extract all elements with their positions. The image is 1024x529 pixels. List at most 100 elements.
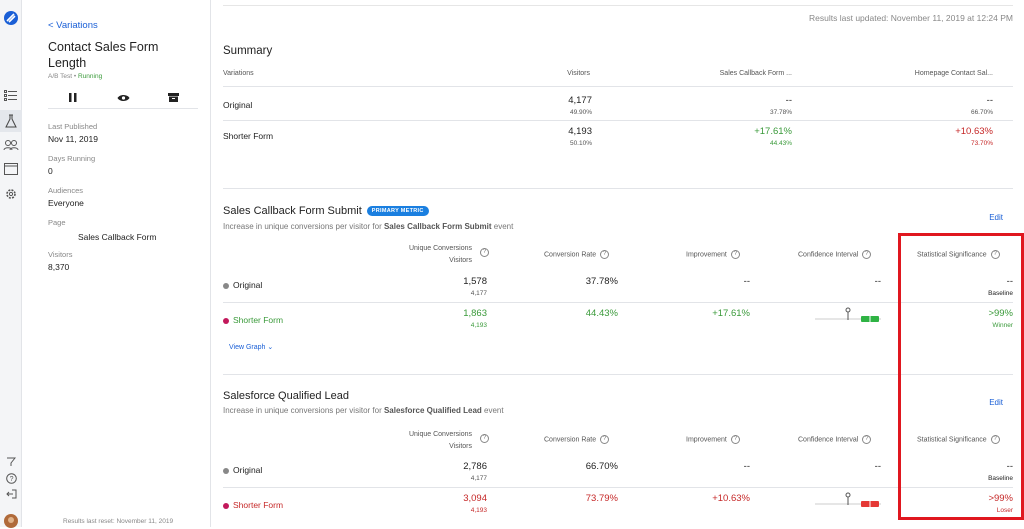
metric2-visitors: 4,177 (470, 475, 487, 482)
divider (223, 5, 1013, 6)
metric1-col-improvement: Improvement? (686, 250, 740, 259)
desc-prefix: Increase in unique conversions per visit… (223, 222, 384, 231)
help-icon[interactable]: ? (730, 250, 740, 259)
experiment-sidebar: < Variations Contact Sales Form Length A… (35, 0, 211, 527)
meta-label: Last Published (48, 122, 98, 131)
pause-button[interactable] (66, 91, 80, 105)
meta-value[interactable]: Sales Callback Form (78, 232, 157, 242)
metric1-visitors: 4,193 (470, 322, 487, 329)
summary-col-metric1[interactable]: Sales Callback Form ... (719, 70, 792, 77)
metric2-rate: 73.79% (585, 493, 618, 504)
list-icon[interactable] (3, 88, 19, 104)
help-icon[interactable]: ? (730, 435, 740, 444)
metric1-col-significance: Statistical Significance? (917, 250, 1000, 259)
meta-label: Visitors (48, 250, 73, 259)
meta-visitors: Visitors 8,370 (48, 250, 72, 272)
metric2-ci: -- (874, 461, 881, 472)
summary-metric2-value: +10.63% (955, 126, 993, 137)
metric1-ci: -- (874, 276, 881, 287)
experiment-type: A/B Test (48, 73, 73, 80)
meta-label: Audiences (48, 186, 84, 195)
divider (223, 120, 1013, 121)
metric1-significance: -- (1006, 276, 1013, 287)
help-icon[interactable]: ? (480, 248, 489, 257)
metric1-edit-link[interactable]: Edit (989, 213, 1003, 222)
metric1-rate: 37.78% (585, 276, 618, 287)
logout-icon[interactable] (3, 486, 19, 502)
help-icon[interactable]: ? (480, 434, 489, 443)
variation-dot (223, 502, 229, 509)
metric1-description: Increase in unique conversions per visit… (223, 222, 513, 231)
metric1-row-shorter: Shorter Form (223, 315, 283, 325)
significance-highlight-box (898, 233, 1024, 520)
metric1-title: Sales Callback Form Submit (223, 205, 362, 217)
variation-name: Original (233, 280, 263, 290)
meta-last-published: Last Published Nov 11, 2019 (48, 122, 98, 144)
view-graph-link[interactable]: View Graph ⌄ (229, 343, 273, 351)
meta-days-running: Days Running 0 (48, 154, 95, 176)
summary-col-visitors: Visitors (567, 70, 590, 77)
logo-icon[interactable] (3, 10, 19, 26)
summary-metric1-value: -- (785, 95, 792, 106)
summary-visitors: 4,177 (568, 95, 592, 106)
meta-label: Page (48, 218, 66, 227)
help-icon[interactable]: ? (990, 435, 1000, 444)
summary-visitors: 4,193 (568, 126, 592, 137)
help-icon[interactable]: ? (600, 435, 610, 444)
col-label: Improvement (686, 251, 727, 259)
summary-metric1-sub: 37.78% (769, 109, 792, 116)
experiment-controls (48, 87, 198, 109)
metric2-col-ci: Confidence Interval? (798, 435, 872, 444)
metric1-significance-sub: Baseline (988, 290, 1013, 297)
experiment-title: Contact Sales Form Length (48, 40, 159, 70)
experiment-type-status: A/B Test • Running (48, 73, 102, 80)
metric2-edit-link[interactable]: Edit (989, 398, 1003, 407)
col-label: Confidence Interval (798, 251, 859, 259)
metric1-significance-sub: Winner (992, 322, 1013, 329)
summary-col-metric2[interactable]: Homepage Contact Sal... (914, 70, 993, 77)
audience-icon[interactable] (3, 137, 19, 153)
status-separator: • (73, 73, 78, 80)
results-reset-note: Results last reset: November 11, 2019 (63, 518, 174, 525)
metric1-row-original: Original (223, 280, 262, 290)
variation-dot (223, 317, 229, 324)
desc-suffix: event (481, 406, 504, 415)
help-icon[interactable]: ? (990, 250, 1000, 259)
metric1-visitors: 4,177 (470, 290, 487, 297)
primary-metric-badge: PRIMARY METRIC (366, 206, 429, 216)
summary-visitors-pct: 49.90% (569, 109, 592, 116)
summary-metric2-sub: 73.70% (970, 140, 993, 147)
help-icon[interactable]: ? (600, 250, 610, 259)
pages-icon[interactable] (3, 161, 19, 177)
help-icon[interactable]: ? (862, 250, 872, 259)
metric2-improvement: -- (743, 461, 750, 472)
metric1-rate: 44.43% (585, 308, 618, 319)
back-to-variations-link[interactable]: < Variations (48, 20, 98, 31)
meta-page: Page Sales Callback Form (48, 218, 156, 242)
metric1-col-rate: Conversion Rate? (544, 250, 610, 259)
flask-icon[interactable] (3, 113, 19, 129)
summary-row-name: Original (223, 100, 253, 110)
metric2-significance: -- (1006, 461, 1013, 472)
user-avatar[interactable] (3, 513, 19, 529)
metric1-significance: >99% (988, 308, 1013, 319)
metric2-significance-sub: Loser (996, 507, 1013, 514)
chevron-down-icon: ⌄ (267, 344, 274, 351)
meta-audiences: Audiences Everyone (48, 186, 84, 208)
divider (223, 302, 1013, 303)
filter-icon[interactable] (3, 454, 19, 470)
divider (223, 487, 1013, 488)
metric1-conversions: 1,863 (463, 308, 487, 319)
active-nav-indicator (0, 110, 22, 132)
summary-title: Summary (223, 45, 273, 57)
help-icon[interactable]: ? (3, 470, 19, 486)
view-graph-label: View Graph (229, 344, 266, 351)
metric2-row-original: Original (223, 465, 262, 475)
metric2-description: Increase in unique conversions per visit… (223, 406, 504, 415)
settings-icon[interactable] (3, 186, 19, 202)
preview-eye-button[interactable] (116, 91, 130, 105)
help-icon[interactable]: ? (862, 435, 872, 444)
metric2-title: Salesforce Qualified Lead (223, 390, 349, 402)
archive-button[interactable] (166, 91, 180, 105)
metric1-title-row: Sales Callback Form Submit PRIMARY METRIC (223, 205, 429, 217)
